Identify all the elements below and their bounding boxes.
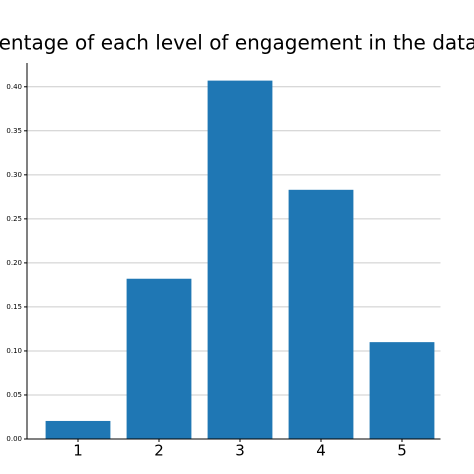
y-tick-label: 0.40 — [6, 83, 22, 91]
y-tick-label: 0.20 — [6, 259, 22, 267]
bar — [288, 189, 354, 439]
x-tick-label: 1 — [73, 442, 83, 460]
y-tick-label: 0.15 — [6, 303, 22, 311]
bar — [207, 80, 273, 440]
bar — [45, 420, 111, 439]
x-tick-label: 5 — [397, 442, 407, 460]
bar — [369, 342, 435, 439]
y-tick-label: 0.10 — [6, 347, 22, 355]
y-tick-label: 0.00 — [6, 435, 22, 443]
bar — [126, 278, 192, 439]
chart-title: Percentage of each level of engagement i… — [0, 31, 474, 55]
x-tick-label: 3 — [235, 442, 245, 460]
x-tick-label: 4 — [316, 442, 326, 460]
y-tick-label: 0.25 — [6, 215, 22, 223]
y-tick-label: 0.35 — [6, 127, 22, 135]
y-tick-label: 0.30 — [6, 171, 22, 179]
y-tick-label: 0.05 — [6, 391, 22, 399]
x-tick-label: 2 — [154, 442, 164, 460]
